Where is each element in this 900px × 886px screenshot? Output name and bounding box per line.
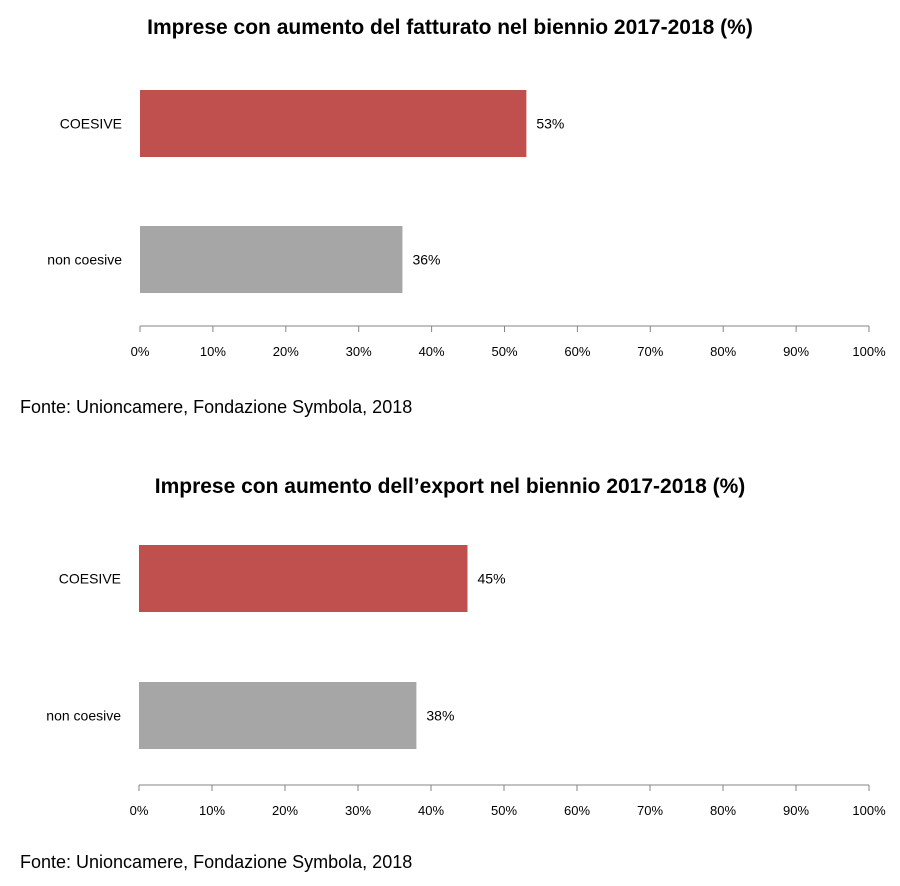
data-label: 53% bbox=[536, 116, 564, 132]
chart-export: Imprese con aumento dell’export nel bien… bbox=[0, 455, 900, 886]
x-tick-label: 100% bbox=[852, 803, 886, 818]
x-tick-label: 60% bbox=[564, 803, 590, 818]
x-tick-label: 20% bbox=[272, 803, 298, 818]
chart-fatturato: Imprese con aumento del fatturato nel bi… bbox=[0, 0, 900, 430]
chart-title: Imprese con aumento dell’export nel bien… bbox=[154, 475, 746, 498]
chart-title: Imprese con aumento del fatturato nel bi… bbox=[147, 16, 753, 39]
x-tick-label: 30% bbox=[345, 803, 371, 818]
x-tick-label: 80% bbox=[710, 344, 736, 359]
x-tick-label: 10% bbox=[199, 803, 225, 818]
category-label: non coesive bbox=[46, 708, 121, 724]
bar bbox=[139, 682, 417, 749]
bar-chart: 0% 10% 20% 30% 40% 50% 60% 70% 80% 90% 100% COESIVE… bbox=[47, 90, 886, 359]
x-tick-label: 90% bbox=[783, 803, 809, 818]
category-label: COESIVE bbox=[59, 571, 121, 587]
x-tick-label: 70% bbox=[637, 344, 663, 359]
x-tick-label: 10% bbox=[200, 344, 226, 359]
bar bbox=[140, 226, 403, 293]
x-tick-label: 70% bbox=[637, 803, 663, 818]
x-tick-label: 60% bbox=[564, 344, 590, 359]
bar bbox=[139, 545, 468, 612]
x-tick-label: 20% bbox=[273, 344, 299, 359]
data-label: 45% bbox=[478, 571, 506, 587]
x-tick-label: 80% bbox=[710, 803, 736, 818]
x-tick-label: 90% bbox=[783, 344, 809, 359]
x-tick-label: 50% bbox=[491, 344, 517, 359]
x-tick-label: 100% bbox=[852, 344, 886, 359]
x-tick-label: 0% bbox=[131, 344, 150, 359]
bar bbox=[140, 90, 527, 157]
source-note: Fonte: Unioncamere, Fondazione Symbola, … bbox=[20, 852, 413, 872]
x-tick-label: 40% bbox=[418, 803, 444, 818]
data-label: 36% bbox=[412, 252, 440, 268]
data-label: 38% bbox=[426, 708, 454, 724]
category-label: COESIVE bbox=[60, 116, 122, 132]
bar-chart: 0% 10% 20% 30% 40% 50% 60% 70% 80% 90% 100% COESIVE… bbox=[46, 545, 886, 818]
x-tick-label: 40% bbox=[419, 344, 445, 359]
x-tick-label: 0% bbox=[130, 803, 149, 818]
x-tick-label: 50% bbox=[491, 803, 517, 818]
source-note: Fonte: Unioncamere, Fondazione Symbola, … bbox=[20, 397, 413, 417]
category-label: non coesive bbox=[47, 252, 122, 268]
x-tick-label: 30% bbox=[346, 344, 372, 359]
